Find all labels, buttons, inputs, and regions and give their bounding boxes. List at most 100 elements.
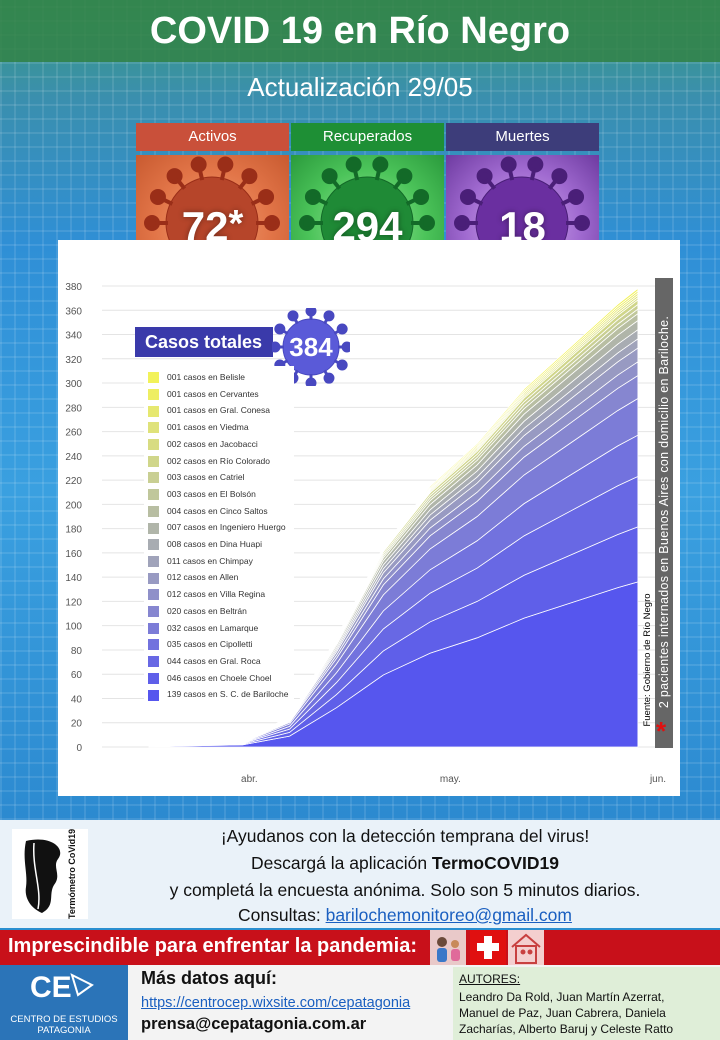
x-tick-label: abr. — [241, 774, 258, 785]
title-bar — [0, 0, 720, 62]
x-tick-label: jun. — [649, 774, 666, 785]
legend-swatch — [148, 422, 159, 434]
muertes-header: Muertes — [446, 123, 599, 151]
legend-item: 007 casos en Ingeniero Huergo — [148, 520, 286, 534]
y-tick-label: 300 — [65, 379, 82, 390]
legend-item: 008 casos en Dina Huapi — [148, 537, 262, 551]
legend-swatch — [148, 672, 159, 684]
red-banner — [0, 930, 720, 965]
legend-label: 020 casos en Beltrán — [167, 605, 247, 616]
cep-logo-box: CE — [0, 965, 128, 1040]
authors-line-3: Zacharías, Alberto Baruj y Celeste Ratto — [459, 1022, 674, 1036]
legend-label: 012 casos en Villa Regina — [167, 589, 266, 600]
y-tick-label: 200 — [65, 500, 82, 511]
recuperados-header: Recuperados — [291, 123, 444, 151]
chart-legend: 001 casos en Belisle 001 casos en Cervant… — [144, 366, 294, 708]
activos-star: * — [228, 203, 244, 245]
y-tick-label: 340 — [65, 331, 82, 342]
y-tick-label: 220 — [65, 476, 82, 487]
update-date: Actualización 29/05 — [247, 72, 473, 102]
legend-label: 007 casos en Ingeniero Huergo — [167, 522, 286, 533]
legend-item: 002 casos en Jacobacci — [148, 437, 258, 451]
legend-item: 004 casos en Cinco Saltos — [148, 504, 268, 518]
thermometer-map-logo — [24, 839, 61, 913]
legend-label: 046 casos en Choele Choel — [167, 672, 272, 683]
legend-label: 011 casos en Chimpay — [167, 555, 253, 566]
authors-line-2: Manuel de Paz, Juan Cabrera, Daniela — [459, 1006, 666, 1020]
legend-item: 020 casos en Beltrán — [148, 604, 247, 618]
chart-card: 0 20 40 60 80 100 120 140 160 180 200 220 240 260 280 3… — [58, 240, 680, 796]
cep-name-line-2: PATAGONIA — [37, 1025, 91, 1036]
legend-label: 003 casos en El Bolsón — [167, 488, 256, 499]
legend-item: 012 casos en Allen — [148, 570, 238, 584]
y-tick-label: 260 — [65, 428, 82, 439]
website-link[interactable]: https://centrocep.wixsite.com/cepatagoni… — [141, 995, 411, 1011]
legend-label: 044 casos en Gral. Roca — [167, 655, 261, 666]
legend-item: 003 casos en El Bolsón — [148, 487, 256, 501]
legend-swatch — [148, 455, 159, 467]
legend-item: 001 casos en Viedma — [148, 420, 249, 434]
y-tick-label: 380 — [65, 282, 82, 293]
stacked-area-chart: 0 20 40 60 80 100 120 140 160 180 200 220 240 260 280 3… — [65, 282, 666, 785]
authors-label: AUTORES: — [459, 972, 521, 986]
press-email: prensa@cepatagonia.com.ar — [141, 1015, 367, 1033]
legend-item: 012 casos en Villa Regina — [148, 587, 265, 601]
y-tick-label: 360 — [65, 306, 82, 317]
side-note: 2 pacientes internados en Buenos Aires c… — [657, 315, 671, 709]
legend-label: 035 casos en Cipolletti — [167, 639, 253, 650]
y-tick-label: 320 — [65, 355, 82, 366]
legend-label: 001 casos en Gral. Conesa — [167, 405, 271, 416]
legend-label: 004 casos en Cinco Saltos — [167, 505, 268, 516]
legend-item: 032 casos en Lamarque — [148, 621, 258, 635]
consultas-label: Consultas: — [238, 905, 326, 925]
termocovid-logo: Termómetro CoVid19 — [12, 829, 88, 919]
legend-swatch — [148, 656, 159, 668]
info-line-4: Consultas: barilochemonitoreo@gmail.com — [90, 905, 720, 926]
app-name: TermoCOVID19 — [431, 853, 559, 873]
side-note-band — [655, 278, 673, 748]
legend-swatch — [148, 622, 159, 634]
legend-swatch — [148, 689, 159, 701]
legend-label: 002 casos en Jacobacci — [167, 438, 258, 449]
legend-label: 012 casos en Allen — [167, 572, 239, 583]
authors-line-1: Leandro Da Rold, Juan Martín Azerrat, — [459, 990, 665, 1004]
casos-totales-value: 384 — [289, 332, 333, 362]
legend-swatch — [148, 472, 159, 484]
stay-home-icon — [508, 930, 544, 965]
legend-swatch — [148, 606, 159, 618]
source-note: Fuente: Gobierno de Río Negro — [642, 593, 653, 727]
legend-swatch — [148, 505, 159, 517]
cep-logo: CE — [30, 971, 72, 1004]
contact-email-link[interactable]: barilochemonitoreo@gmail.com — [325, 905, 572, 925]
y-tick-label: 40 — [71, 694, 83, 705]
legend-swatch — [148, 539, 159, 551]
legend-swatch — [148, 589, 159, 601]
legend-swatch — [148, 639, 159, 651]
mas-datos-label: Más datos aquí: — [141, 968, 278, 988]
legend-item: 002 casos en Río Colorado — [148, 454, 270, 468]
footnote-star: * — [656, 716, 667, 746]
pin-icon — [70, 973, 94, 997]
legend-item: 001 casos en Cervantes — [148, 387, 259, 401]
legend-item: 001 casos en Gral. Conesa — [148, 403, 270, 417]
casos-totales-label: Casos totales — [135, 327, 273, 357]
legend-swatch — [148, 522, 159, 534]
legend-item: 044 casos en Gral. Roca — [148, 654, 261, 668]
y-tick-label: 0 — [76, 743, 82, 754]
info-line-3: y completá la encuesta anónima. Solo son… — [169, 880, 641, 900]
legend-item: 035 casos en Cipolletti — [148, 637, 253, 651]
y-tick-label: 160 — [65, 549, 82, 560]
legend-swatch — [148, 439, 159, 451]
legend-item: 139 casos en S. C. de Bariloche — [148, 687, 288, 701]
page-title: COVID 19 en Río Negro — [149, 10, 571, 52]
info-line-2-text: Descargá la aplicación — [250, 853, 432, 873]
info-band — [0, 820, 720, 928]
legend-label: 001 casos en Cervantes — [167, 388, 259, 399]
x-tick-label: may. — [440, 774, 461, 785]
y-tick-label: 280 — [65, 403, 82, 414]
legend-swatch — [148, 372, 159, 384]
legend-label: 139 casos en S. C. de Bariloche — [167, 689, 289, 700]
y-tick-label: 80 — [71, 646, 83, 657]
info-line-2: Descargá la aplicación TermoCOVID19 — [90, 853, 720, 874]
cep-name-line-1: CENTRO DE ESTUDIOS — [10, 1014, 118, 1025]
